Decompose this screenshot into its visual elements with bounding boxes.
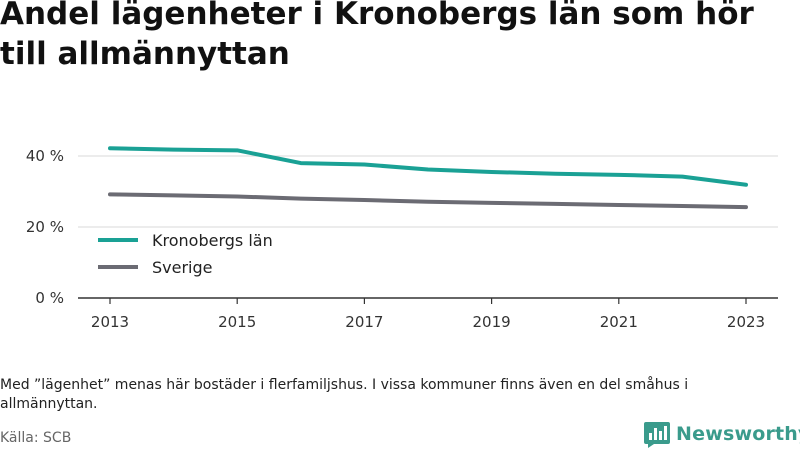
x-tick-label: 2013 <box>91 313 129 331</box>
chart-title: Andel lägenheter i Kronobergs län som hö… <box>0 0 754 72</box>
line-chart: 0 % 20 % 40 % 2013 2015 2017 2019 2021 2023 Kro… <box>26 146 778 331</box>
series-line-sverige <box>108 192 748 210</box>
y-axis-ticks: 0 % 20 % 40 % <box>26 147 64 307</box>
y-tick-label: 20 % <box>26 218 64 236</box>
y-tick-label: 40 % <box>26 147 64 165</box>
grid-lines <box>78 155 778 228</box>
legend: Kronobergs län Sverige <box>98 231 273 277</box>
legend-label: Kronobergs län <box>152 231 273 250</box>
x-tick-label: 2015 <box>218 313 256 331</box>
newsworthy-logo: Newsworthy <box>644 420 800 448</box>
x-tick-label: 2019 <box>473 313 511 331</box>
x-tick-label: 2017 <box>345 313 383 331</box>
x-tick-label: 2023 <box>727 313 765 331</box>
legend-label: Sverige <box>152 258 213 277</box>
y-tick-label: 0 % <box>35 289 64 307</box>
footnote: Med ”lägenhet” menas här bostäder i fler… <box>0 377 689 412</box>
series-lines <box>108 146 748 210</box>
x-axis: 2013 2015 2017 2019 2021 2023 <box>78 297 778 331</box>
x-tick-label: 2021 <box>600 313 638 331</box>
brand-name: Newsworthy <box>676 423 800 445</box>
bar-chart-bubble-icon <box>644 422 670 448</box>
source-text: Källa: SCB <box>0 430 72 446</box>
series-line-kronoberg <box>108 146 748 187</box>
